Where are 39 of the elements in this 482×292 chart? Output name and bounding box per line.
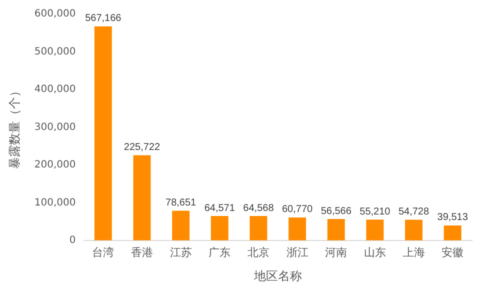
x-tick-label: 香港 (130, 246, 153, 259)
data-label: 64,568 (243, 202, 274, 214)
y-tick-label: 200,000 (34, 160, 76, 171)
y-tick-label: 100,000 (34, 197, 76, 208)
bar (133, 155, 151, 240)
bar (366, 220, 384, 240)
data-label: 54,728 (398, 206, 430, 218)
bar (94, 26, 112, 240)
x-tick-label: 河南 (325, 246, 348, 259)
y-tick-label: 600,000 (34, 8, 76, 20)
y-tick-label: 0 (69, 234, 76, 246)
y-tick-label: 300,000 (34, 122, 76, 133)
data-label: 78,651 (166, 197, 197, 208)
x-tick-label: 浙江 (286, 246, 308, 259)
x-tick-label: 江苏 (170, 246, 192, 259)
x-tick-label: 安徽 (442, 246, 464, 259)
data-label: 64,571 (204, 202, 236, 214)
x-tick-label: 北京 (247, 246, 270, 259)
x-tick-label: 山东 (364, 246, 386, 259)
bar (327, 219, 345, 240)
y-axis-title: 暴露数量（个） (7, 85, 22, 170)
x-tick-label: 上海 (402, 246, 425, 259)
bar (172, 210, 190, 240)
x-tick-label: 台湾 (92, 246, 114, 259)
bar (288, 217, 306, 240)
bar (210, 216, 228, 240)
data-label: 567,166 (85, 13, 122, 24)
data-label: 60,770 (282, 204, 314, 216)
data-label: 55,210 (360, 206, 391, 218)
bar (405, 220, 422, 240)
x-tick-label: 广东 (208, 246, 231, 259)
y-tick-label: 400,000 (34, 84, 76, 96)
data-label: 56,566 (320, 206, 352, 217)
y-tick-label: 500,000 (34, 46, 76, 58)
data-label: 39,513 (437, 212, 468, 224)
bar (250, 216, 268, 240)
bar (444, 225, 462, 240)
x-axis-title: 地区名称 (252, 268, 302, 283)
data-label: 225,722 (124, 142, 160, 153)
